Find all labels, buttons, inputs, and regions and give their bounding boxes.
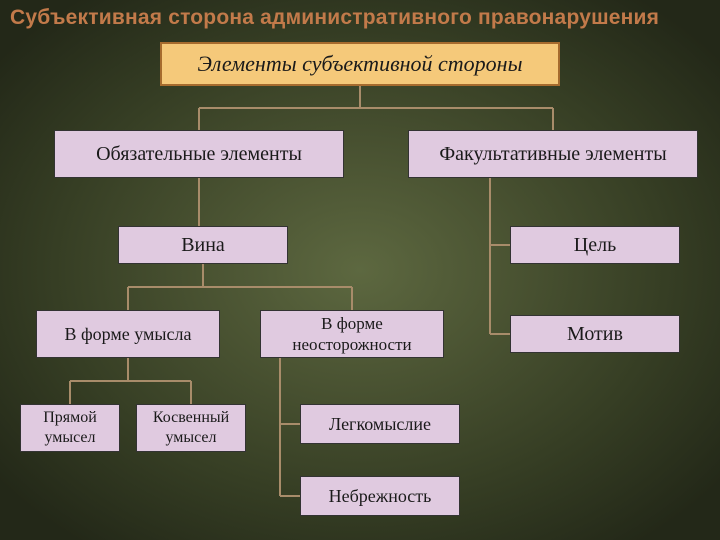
node-goal: Цель bbox=[510, 226, 680, 264]
node-negl: В форме неосторожности bbox=[260, 310, 444, 358]
node-levity: Легкомыслие bbox=[300, 404, 460, 444]
node-intent: В форме умысла bbox=[36, 310, 220, 358]
node-mandatory: Обязательные элементы bbox=[54, 130, 344, 178]
node-optional: Факультативные элементы bbox=[408, 130, 698, 178]
node-guilt: Вина bbox=[118, 226, 288, 264]
node-indirect: Косвенный умысел bbox=[136, 404, 246, 452]
node-direct: Прямой умысел bbox=[20, 404, 120, 452]
page-title: Субъективная сторона административного п… bbox=[10, 6, 710, 30]
node-careless: Небрежность bbox=[300, 476, 460, 516]
node-motive: Мотив bbox=[510, 315, 680, 353]
node-root: Элементы субъективной стороны bbox=[160, 42, 560, 86]
